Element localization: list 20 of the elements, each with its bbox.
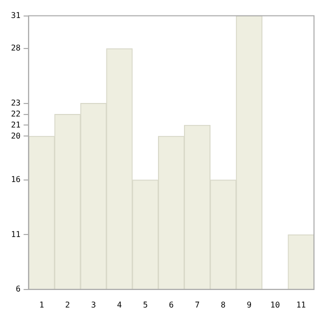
- y-tick-label: 11: [10, 230, 21, 239]
- y-tick-label: 20: [10, 131, 21, 140]
- x-tick-label: 8: [220, 300, 226, 310]
- x-tick-label: 10: [270, 300, 280, 310]
- y-tick-label: 22: [10, 109, 21, 118]
- x-tick-label: 6: [168, 300, 174, 310]
- y-tick-label: 6: [16, 284, 21, 294]
- y-tick-label: 23: [10, 98, 21, 108]
- x-tick-label: 9: [246, 300, 252, 310]
- x-tick-label: 3: [91, 300, 96, 310]
- x-tick-label: 1: [39, 300, 44, 310]
- x-tick-label: 4: [117, 300, 122, 310]
- y-tick-label: 16: [10, 175, 21, 184]
- y-tick-label: 21: [10, 120, 21, 130]
- x-tick-label: 11: [296, 300, 306, 310]
- y-tick-label: 28: [10, 44, 21, 53]
- y-tick-label: 31: [10, 10, 21, 20]
- x-tick-label: 5: [142, 300, 148, 310]
- x-tick-label: 2: [65, 300, 70, 310]
- x-tick-label: 7: [194, 300, 200, 310]
